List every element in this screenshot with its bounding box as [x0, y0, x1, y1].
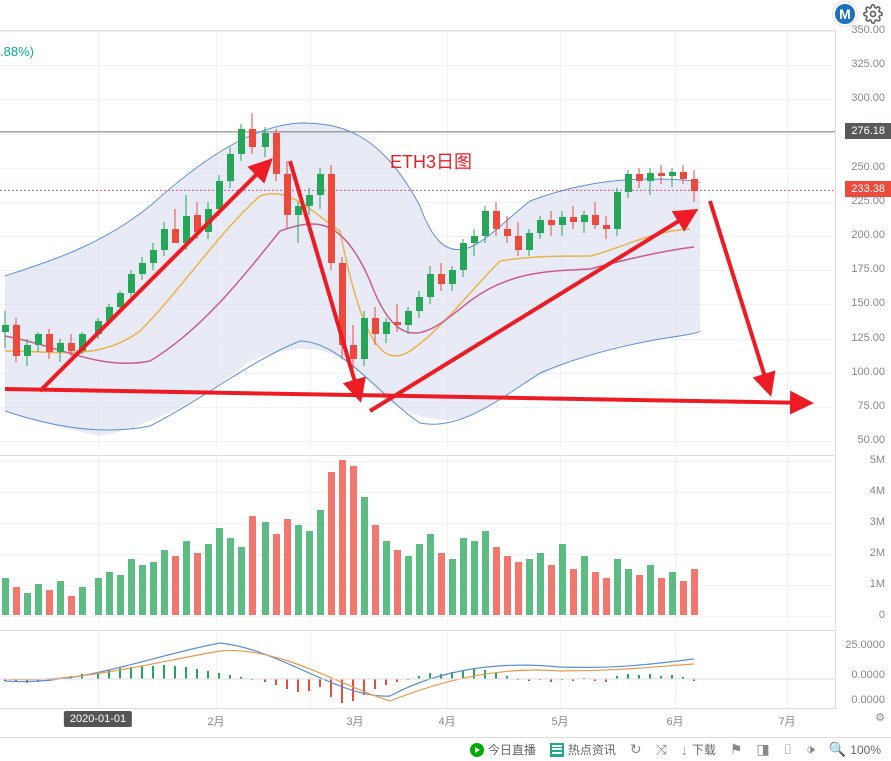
volume-chart[interactable] [0, 455, 835, 625]
download-button[interactable]: ↓下载 [681, 741, 716, 758]
bottom-toolbar: 今日直播 热点资讯 ↻ ⤨ ↓下载 ⚑ ◨ ⌷ 🕩 🔍100% [0, 737, 891, 761]
play-icon [470, 743, 484, 757]
logo-badge[interactable]: M [833, 2, 857, 26]
menu-icon [550, 743, 564, 757]
price-chart[interactable] [0, 30, 835, 450]
time-marker: 2020-01-01 [64, 711, 132, 727]
macd-chart[interactable] [0, 630, 835, 708]
sound-icon[interactable]: 🕩 [806, 741, 815, 758]
shuffle-icon[interactable]: ⤨ [656, 741, 667, 758]
news-button[interactable]: 热点资讯 [550, 741, 616, 758]
eraser-icon[interactable]: ◨ [756, 741, 769, 758]
settings-icon[interactable] [863, 4, 883, 24]
chart-annotation: ETH3日图 [390, 148, 472, 174]
zoom-control[interactable]: 🔍100% [829, 741, 881, 758]
refresh-icon[interactable]: ↻ [630, 741, 642, 758]
live-button[interactable]: 今日直播 [470, 741, 536, 758]
layout-icon[interactable]: ⌷ [784, 741, 792, 758]
flag-icon[interactable]: ⚑ [730, 741, 743, 758]
download-icon: ↓ [681, 742, 688, 758]
time-settings-icon[interactable]: ⚙ [875, 711, 885, 724]
time-axis: 2020-01-01 ⚙ 2月3月4月5月6月7月 [0, 708, 835, 730]
zoom-icon: 🔍 [829, 741, 846, 758]
price-axis: 50.0075.00100.00125.00150.00175.00200.00… [835, 30, 891, 710]
